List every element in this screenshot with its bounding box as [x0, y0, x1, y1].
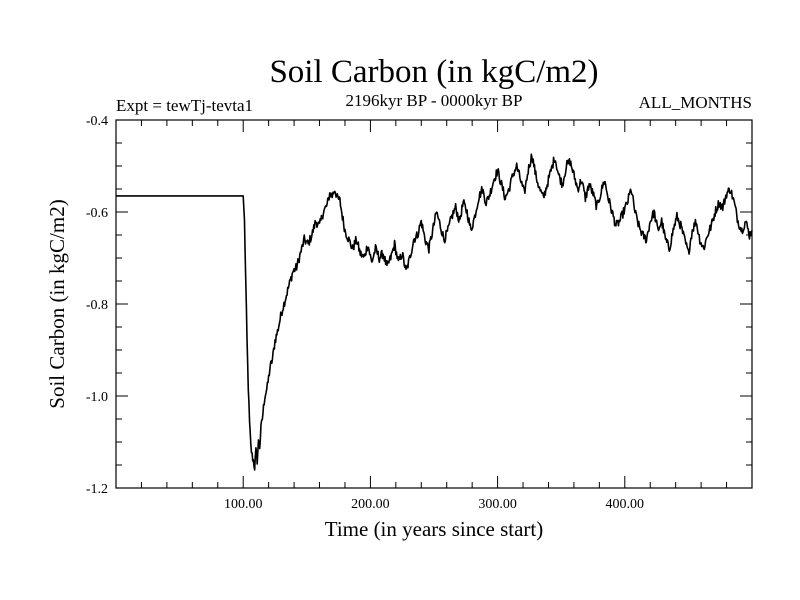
plot-area: 100.00 200.00 300.00 400.00 -0.4 -0.6 -0.8 -1.0…	[86, 114, 753, 512]
plot-frame	[115, 119, 753, 489]
chart-title: Soil Carbon (in kgC/m2)	[269, 54, 598, 90]
x-tick-label: 300.00	[478, 497, 517, 512]
series-line-soil-carbon	[116, 153, 753, 471]
x-tick-label: 200.00	[351, 497, 390, 512]
x-tick-label: 400.00	[606, 497, 645, 512]
y-tick-label: -1.0	[86, 390, 108, 405]
axis-ticks	[116, 120, 752, 488]
x-tick-label: 100.00	[224, 497, 263, 512]
y-tick-label: -0.8	[86, 298, 108, 313]
y-axis-label: Soil Carbon (in kgC/m2)	[45, 199, 69, 408]
y-tick-label: -1.2	[86, 482, 108, 497]
x-axis-label: Time (in years since start)	[325, 517, 544, 541]
months-label: ALL_MONTHS	[639, 93, 752, 112]
y-tick-label: -0.6	[86, 206, 108, 221]
axis-tick-labels: 100.00 200.00 300.00 400.00 -0.4 -0.6 -0.8 -1.0…	[86, 114, 644, 512]
time-range-label: 2196kyr BP - 0000kyr BP	[346, 91, 523, 110]
y-tick-label: -0.4	[86, 114, 108, 129]
experiment-label: Expt = tewTj-tevta1	[116, 96, 253, 115]
